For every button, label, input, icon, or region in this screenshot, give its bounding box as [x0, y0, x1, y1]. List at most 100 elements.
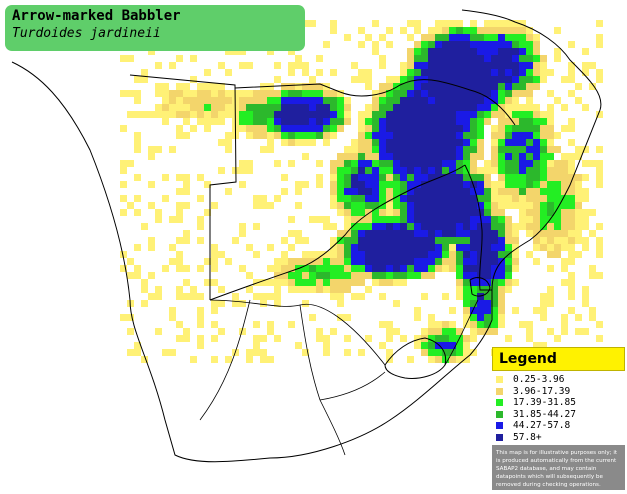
grid-cell [337, 293, 344, 300]
grid-cell [449, 230, 456, 237]
grid-cell [127, 90, 134, 97]
grid-cell [491, 20, 498, 27]
grid-cell [337, 104, 344, 111]
grid-cell [533, 258, 540, 265]
grid-cell [183, 230, 190, 237]
grid-cell [295, 188, 302, 195]
grid-cell [239, 300, 246, 307]
grid-cell [449, 167, 456, 174]
grid-cell [505, 244, 512, 251]
grid-cell [484, 328, 491, 335]
grid-cell [449, 181, 456, 188]
grid-cell [449, 27, 456, 34]
grid-cell [512, 104, 519, 111]
grid-cell [540, 139, 547, 146]
grid-cell [470, 55, 477, 62]
grid-cell [400, 62, 407, 69]
grid-cell [379, 132, 386, 139]
grid-cell [456, 188, 463, 195]
grid-cell [540, 195, 547, 202]
grid-cell [512, 181, 519, 188]
grid-cell [393, 209, 400, 216]
grid-cell [428, 174, 435, 181]
grid-cell [463, 258, 470, 265]
grid-cell [512, 20, 519, 27]
grid-cell [337, 97, 344, 104]
province-borders [199, 299, 479, 456]
grid-cell [442, 97, 449, 104]
grid-cell [246, 104, 253, 111]
grid-cell [407, 111, 414, 118]
grid-cell [344, 181, 351, 188]
grid-cell [449, 209, 456, 216]
grid-cell [456, 209, 463, 216]
grid-cell [309, 76, 316, 83]
grid-cell [589, 230, 596, 237]
grid-cell [393, 237, 400, 244]
grid-cell [407, 209, 414, 216]
grid-cell [344, 34, 351, 41]
grid-cell [547, 209, 554, 216]
grid-cell [400, 237, 407, 244]
grid-cell [358, 216, 365, 223]
grid-cell [428, 356, 435, 363]
grid-cell [449, 125, 456, 132]
grid-cell [512, 90, 519, 97]
grid-cell [568, 195, 575, 202]
grid-cell [260, 293, 267, 300]
grid-cell [442, 55, 449, 62]
grid-cell [316, 83, 323, 90]
grid-cell [148, 202, 155, 209]
grid-cell [176, 111, 183, 118]
grid-cell [323, 41, 330, 48]
legend-item: 17.39-31.85 [492, 397, 625, 409]
grid-cell [407, 188, 414, 195]
grid-cell [428, 111, 435, 118]
grid-cell [491, 125, 498, 132]
grid-cell [267, 48, 274, 55]
grid-cell [386, 279, 393, 286]
grid-cell [491, 167, 498, 174]
grid-cell [477, 69, 484, 76]
grid-cell [561, 202, 568, 209]
grid-cell [554, 223, 561, 230]
grid-cell [372, 174, 379, 181]
grid-cell [134, 111, 141, 118]
grid-cell [512, 97, 519, 104]
grid-cell [183, 90, 190, 97]
grid-cell [547, 300, 554, 307]
grid-cell [344, 202, 351, 209]
grid-cell [155, 146, 162, 153]
grid-cell [400, 202, 407, 209]
grid-cell [435, 111, 442, 118]
grid-cell [393, 97, 400, 104]
grid-cell [239, 160, 246, 167]
legend-title: Legend [492, 347, 625, 371]
grid-cell [449, 188, 456, 195]
grid-cell [533, 342, 540, 349]
grid-cell [386, 188, 393, 195]
grid-cell [365, 258, 372, 265]
grid-cell [134, 349, 141, 356]
grid-cell [547, 181, 554, 188]
grid-cell [491, 286, 498, 293]
grid-cell [470, 125, 477, 132]
grid-cell [596, 244, 603, 251]
grid-cell [505, 286, 512, 293]
grid-cell [456, 62, 463, 69]
grid-cell [519, 83, 526, 90]
grid-cell [351, 272, 358, 279]
grid-cell [491, 230, 498, 237]
grid-cell [309, 20, 316, 27]
grid-cell [267, 139, 274, 146]
grid-cell [414, 244, 421, 251]
grid-cell [295, 55, 302, 62]
grid-cell [302, 118, 309, 125]
grid-cell [372, 125, 379, 132]
grid-cell [400, 118, 407, 125]
grid-cell [561, 125, 568, 132]
grid-cell [449, 132, 456, 139]
grid-cell [337, 244, 344, 251]
grid-cell [428, 314, 435, 321]
